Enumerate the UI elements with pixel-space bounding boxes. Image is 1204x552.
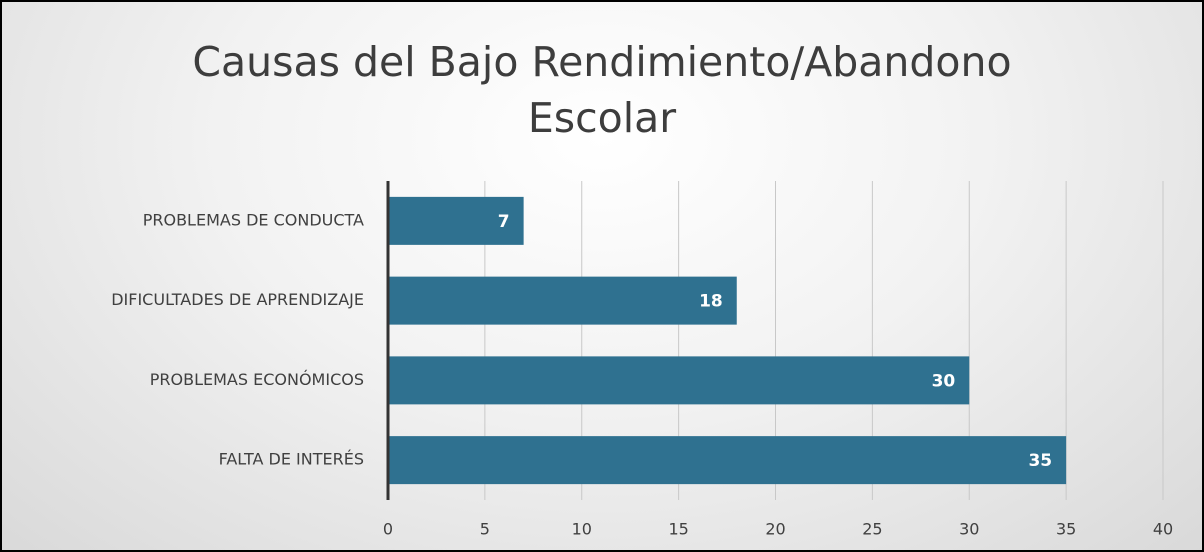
x-tick-label: 10 (572, 520, 592, 539)
y-tick-label: DIFICULTADES DE APRENDIZAJE (111, 290, 364, 309)
bar (388, 356, 970, 405)
data-label: 18 (699, 292, 723, 312)
y-tick-label: PROBLEMAS DE CONDUCTA (143, 210, 364, 229)
x-tick-label: 40 (1153, 520, 1173, 539)
x-tick-label: 5 (480, 520, 490, 539)
x-tick-label: 0 (383, 520, 393, 539)
y-tick-label: PROBLEMAS ECONÓMICOS (150, 370, 364, 389)
x-tick-label: 30 (959, 520, 979, 539)
y-tick-label: FALTA DE INTERÉS (219, 450, 364, 469)
bar (388, 196, 524, 245)
x-tick-label: 15 (668, 520, 688, 539)
chart-title: Causas del Bajo Rendimiento/Abandono Esc… (192, 38, 1012, 142)
data-label: 30 (932, 371, 956, 391)
bar (388, 436, 1067, 485)
x-tick-label: 20 (765, 520, 785, 539)
data-label: 7 (498, 212, 510, 232)
x-tick-label: 35 (1056, 520, 1076, 539)
x-tick-label: 25 (862, 520, 882, 539)
bar (388, 276, 737, 325)
data-label: 35 (1028, 451, 1052, 471)
